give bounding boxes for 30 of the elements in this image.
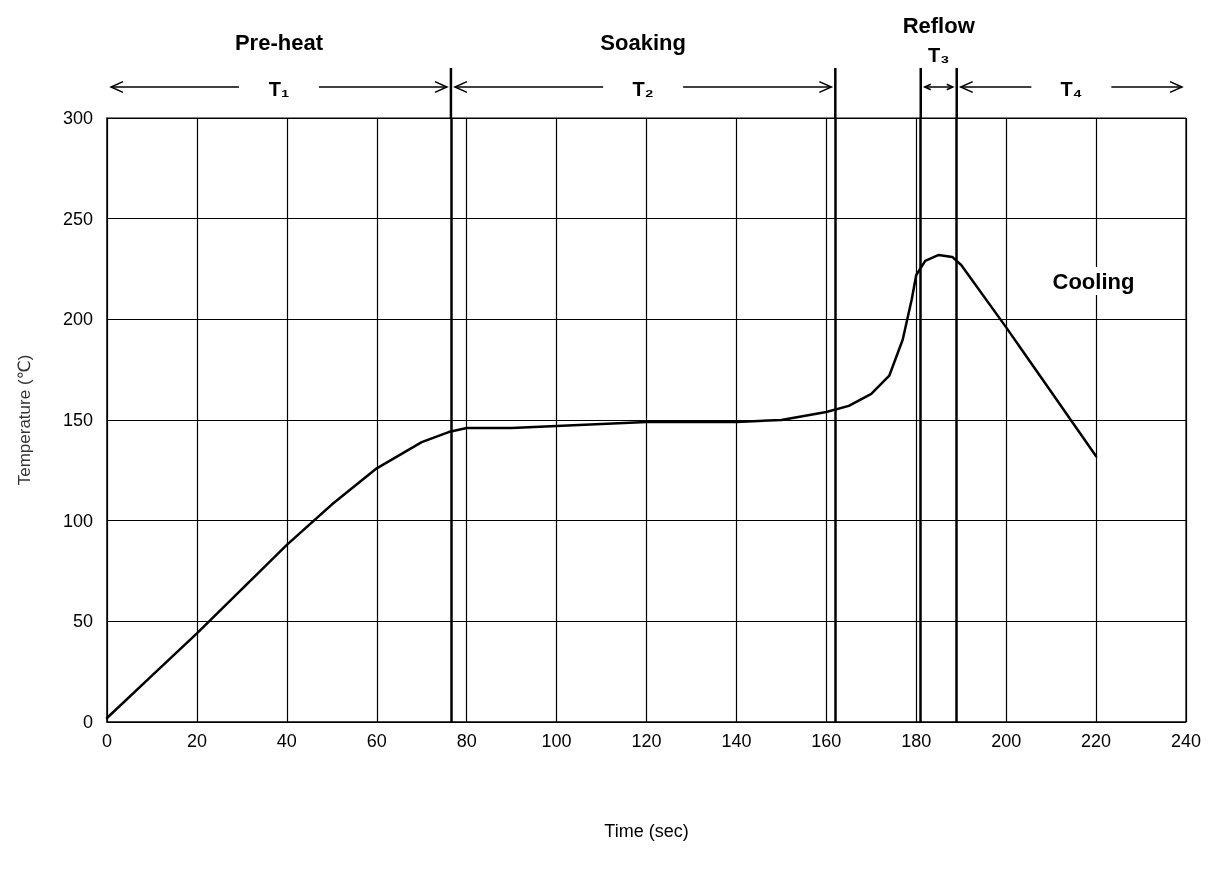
x-tick-label: 100: [541, 731, 572, 751]
text: Soaking: [600, 29, 686, 55]
x-tick-label: 140: [721, 731, 752, 751]
x-tick-label: 240: [1170, 731, 1202, 751]
x-tick-label: 200: [991, 731, 1022, 751]
x-tick-label: 80: [456, 731, 477, 751]
x-tick-label: 20: [186, 731, 207, 751]
y-tick-label: 50: [72, 611, 93, 632]
annotation: Cooling: [1052, 268, 1135, 294]
text: Reflow: [902, 12, 976, 38]
y-tick-label: 300: [62, 108, 93, 128]
text: T₁: [268, 78, 290, 100]
x-tick-label: 60: [366, 731, 387, 751]
y-axis-title: Temperature (℃): [15, 354, 34, 486]
x-tick-label: 160: [811, 731, 842, 751]
text: T₃: [927, 44, 950, 66]
y-tick-label: 250: [62, 208, 93, 229]
y-tick-label: 0: [82, 712, 93, 732]
x-axis-title: Time (sec): [604, 821, 689, 841]
text: T₄: [1060, 78, 1083, 100]
x-tick-label: 0: [101, 731, 113, 751]
y-tick-label: 150: [62, 410, 93, 430]
text: Pre-heat: [234, 29, 324, 55]
x-tick-label: 220: [1081, 731, 1112, 751]
x-tick-label: 180: [901, 731, 932, 751]
y-tick-label: 100: [62, 510, 93, 531]
y-tick-label: 200: [62, 309, 93, 330]
x-tick-label: 40: [276, 731, 297, 751]
text: T₂: [632, 78, 654, 100]
x-tick-label: 120: [631, 731, 662, 751]
